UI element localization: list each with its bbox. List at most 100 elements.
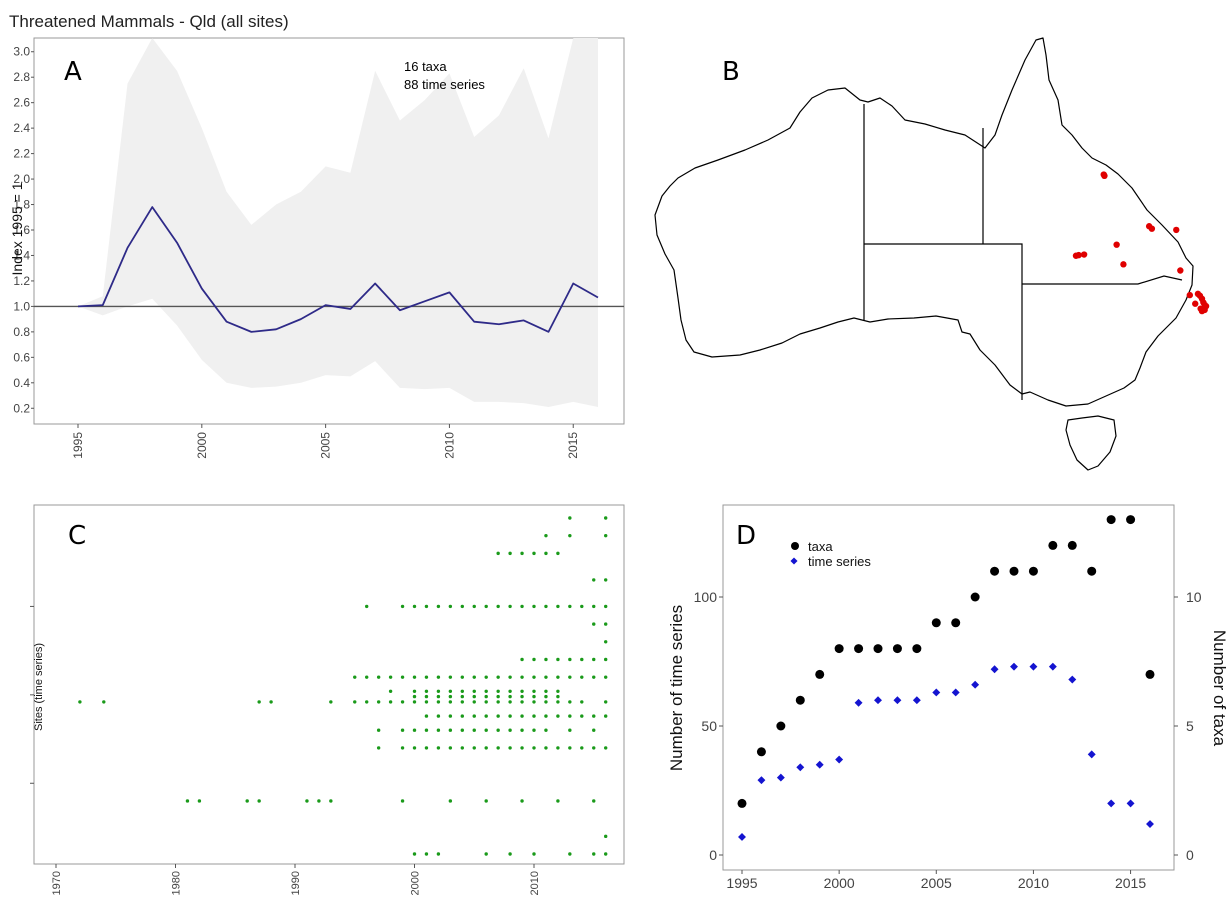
time-series-point xyxy=(932,688,941,697)
site-dot xyxy=(556,604,560,609)
taxa-point xyxy=(776,721,786,731)
x-tick-label: 2010 xyxy=(529,871,541,895)
panel-c-letter: C xyxy=(68,521,86,551)
site-dot xyxy=(412,728,417,732)
site-dot xyxy=(568,604,572,609)
site-dot xyxy=(412,746,417,750)
taxa-point xyxy=(1106,515,1116,525)
site-dot xyxy=(436,694,441,699)
taxa-point xyxy=(756,747,766,757)
site-dot xyxy=(508,728,512,732)
taxa-point xyxy=(931,618,941,628)
site-dot xyxy=(484,675,488,679)
site-dot xyxy=(448,689,453,694)
site-dot xyxy=(532,714,536,718)
panel-c-y-axis-title: Sites (time series) xyxy=(33,643,45,731)
site-dot xyxy=(269,700,273,704)
x-tick-label: 1995 xyxy=(71,432,85,459)
taxa-point xyxy=(873,644,883,654)
y-tick-label: 0 xyxy=(709,847,717,863)
site-dot xyxy=(580,714,584,718)
taxa-point xyxy=(990,566,1000,576)
taxa-point xyxy=(951,618,961,628)
site-dot xyxy=(508,675,512,679)
x-tick-label: 2005 xyxy=(319,432,333,459)
x-tick-label: 1980 xyxy=(171,871,183,895)
site-dot xyxy=(424,728,429,732)
site-dot xyxy=(436,728,441,732)
taxa-point xyxy=(1067,540,1077,550)
taxa-point xyxy=(1087,566,1097,576)
taxa-series-layer xyxy=(737,515,1155,808)
site-dot xyxy=(508,746,512,750)
site-dot xyxy=(436,852,441,856)
y-tick-label: 1.8 xyxy=(13,198,30,212)
site-dots-layer xyxy=(78,516,608,856)
time-series-point xyxy=(796,763,805,772)
site-dot xyxy=(520,657,524,662)
panel-d-plot-border xyxy=(722,504,1175,871)
site-dot xyxy=(317,799,321,803)
site-dot xyxy=(412,604,417,609)
y-tick-label: 0.2 xyxy=(13,401,30,415)
site-dot xyxy=(376,728,381,732)
site-dot xyxy=(532,675,536,679)
site-dot xyxy=(412,852,417,856)
site-dot xyxy=(544,551,548,556)
site-dot xyxy=(580,700,584,704)
site-dot xyxy=(448,799,453,803)
site-dot xyxy=(496,551,500,556)
site-dot xyxy=(556,657,560,662)
y-tick-label: 3.0 xyxy=(13,45,30,59)
site-dot xyxy=(424,675,429,679)
left-y-tick-labels: 0 50 100 xyxy=(694,589,723,863)
taxa-point xyxy=(795,695,805,705)
site-dot xyxy=(460,604,464,609)
site-dot xyxy=(460,694,464,699)
legend-taxa-label: taxa xyxy=(808,539,833,554)
site-dot xyxy=(556,700,560,704)
site-point xyxy=(1113,241,1120,248)
right-y-tick-label: 0 xyxy=(1186,847,1194,863)
site-dot xyxy=(484,746,488,750)
site-dot xyxy=(520,694,524,699)
site-dot xyxy=(592,604,596,609)
tasmania-outline xyxy=(1065,415,1117,471)
site-dot xyxy=(400,746,405,750)
y-tick-label: 0.8 xyxy=(13,325,30,339)
site-dot xyxy=(400,728,405,732)
y-tick-label: 100 xyxy=(694,589,718,605)
site-dot xyxy=(604,622,608,626)
site-dot xyxy=(532,689,536,694)
site-dot xyxy=(580,604,584,609)
site-dot xyxy=(544,689,548,694)
site-dot xyxy=(532,852,536,856)
site-point xyxy=(1101,172,1108,179)
site-dot xyxy=(412,689,417,694)
site-point xyxy=(1186,291,1194,299)
site-dot xyxy=(520,675,524,679)
site-dot xyxy=(460,689,464,694)
site-dot xyxy=(460,675,464,679)
right-y-tick-label: 10 xyxy=(1186,589,1202,605)
site-dot xyxy=(604,578,608,582)
site-dot xyxy=(412,675,417,679)
site-points-layer xyxy=(1072,171,1210,315)
site-dot xyxy=(484,728,488,732)
site-dot xyxy=(424,746,429,750)
panel-a-y-axis-title: Index 1995 = 1 xyxy=(9,182,25,275)
panel-a-title: Threatened Mammals - Qld (all sites) xyxy=(9,12,289,31)
site-dot xyxy=(400,799,405,803)
site-dot xyxy=(400,604,405,609)
site-dot xyxy=(532,700,536,704)
site-dot xyxy=(484,694,488,699)
site-dot xyxy=(496,604,500,609)
site-dot xyxy=(496,700,500,704)
site-dot xyxy=(532,746,536,750)
site-dot xyxy=(568,746,572,750)
taxa-point xyxy=(834,644,844,654)
x-tick-label: 2000 xyxy=(410,871,422,895)
site-dot xyxy=(305,799,309,803)
panel-b-letter: B xyxy=(722,57,740,87)
site-dot xyxy=(544,533,548,538)
